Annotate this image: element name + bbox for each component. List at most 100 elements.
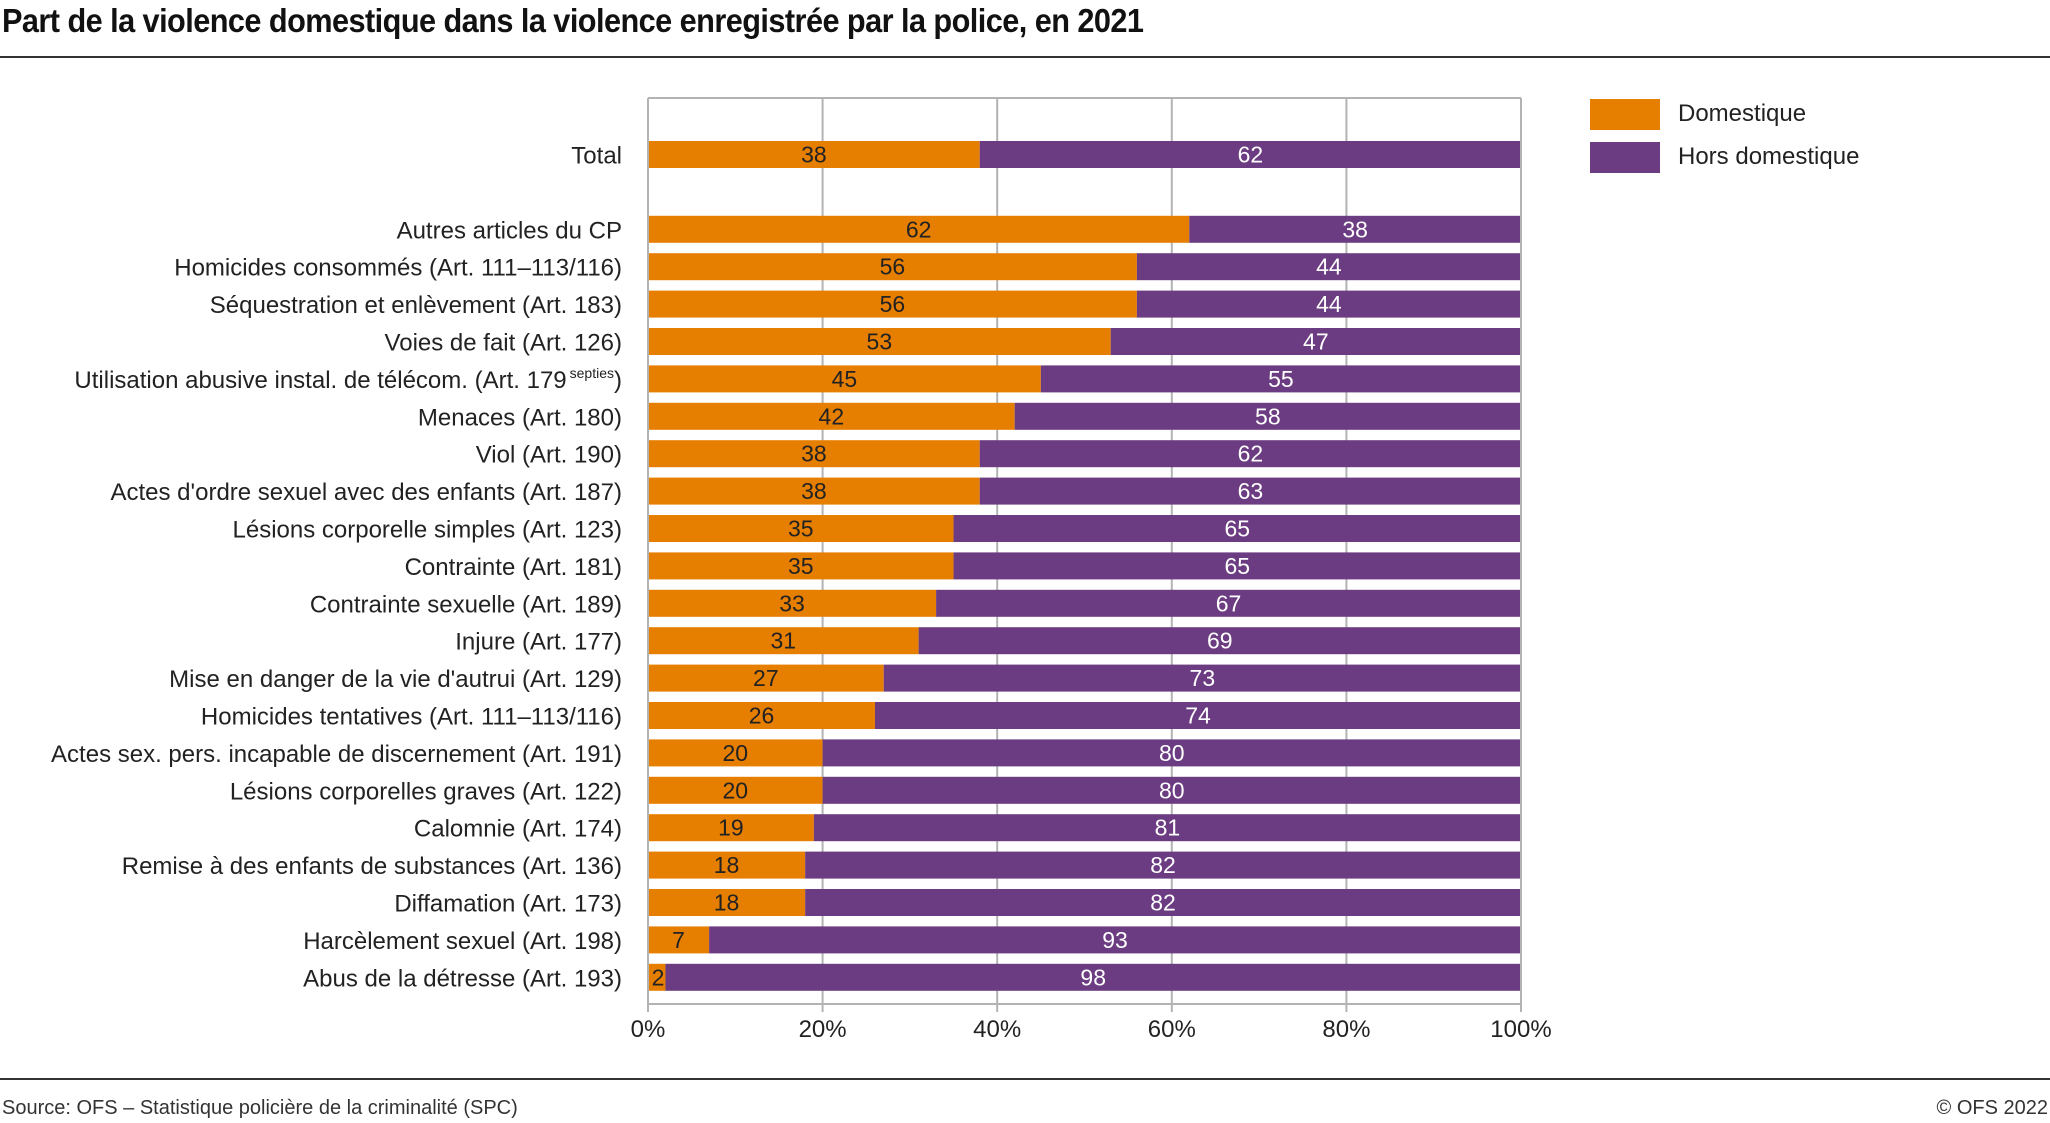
data-label-domestique: 26 xyxy=(749,703,775,729)
data-label-hors-domestique: 62 xyxy=(1238,441,1264,467)
bar-domestique xyxy=(648,589,937,617)
data-label-domestique: 35 xyxy=(788,553,814,579)
data-label-domestique: 20 xyxy=(723,740,749,766)
bar-hors-domestique xyxy=(874,702,1521,729)
category-label: Contrainte sexuelle (Art. 189) xyxy=(310,591,622,618)
data-label-domestique: 56 xyxy=(880,291,906,317)
bar-hors-domestique xyxy=(979,440,1521,468)
data-label-hors-domestique: 81 xyxy=(1155,815,1181,841)
data-label-hors-domestique: 65 xyxy=(1224,553,1250,579)
data-label-hors-domestique: 80 xyxy=(1159,740,1185,766)
data-label-hors-domestique: 98 xyxy=(1080,964,1106,990)
data-label-domestique: 18 xyxy=(714,890,740,916)
data-label-domestique: 45 xyxy=(832,366,858,392)
data-label-hors-domestique: 58 xyxy=(1255,403,1281,429)
category-label: Utilisation abusive instal. de télécom. … xyxy=(74,365,622,394)
copyright: © OFS 2022 xyxy=(1936,1097,2048,1119)
bar-domestique xyxy=(648,328,1111,355)
category-label: Actes sex. pers. incapable de discerneme… xyxy=(51,741,622,768)
bar-domestique xyxy=(648,776,823,804)
data-label-hors-domestique: 69 xyxy=(1207,628,1233,654)
data-label-domestique: 35 xyxy=(788,516,814,542)
data-label-hors-domestique: 44 xyxy=(1316,291,1342,317)
bar-hors-domestique xyxy=(883,664,1521,692)
bar-hors-domestique xyxy=(918,627,1521,655)
category-label: Homicides tentatives (Art. 111–113/116) xyxy=(201,704,622,731)
bar-domestique xyxy=(648,402,1015,430)
bar-domestique xyxy=(648,702,875,729)
x-tick-label: 100% xyxy=(1490,1016,1551,1043)
bar-hors-domestique xyxy=(953,515,1521,542)
data-label-domestique: 19 xyxy=(718,815,744,841)
category-label: Abus de la détresse (Art. 193) xyxy=(303,965,622,992)
category-label: Harcèlement sexuel (Art. 198) xyxy=(303,928,622,955)
bar-hors-domestique xyxy=(805,851,1521,879)
category-label: Séquestration et enlèvement (Art. 183) xyxy=(210,292,622,319)
bar-domestique xyxy=(648,814,814,842)
bar-hors-domestique xyxy=(1110,328,1521,355)
bar-domestique xyxy=(648,627,919,655)
x-tick-label: 60% xyxy=(1148,1016,1196,1043)
bar-domestique xyxy=(648,851,806,879)
bar-domestique xyxy=(648,739,823,767)
category-label: Total xyxy=(571,143,622,170)
data-label-domestique: 2 xyxy=(652,964,665,990)
data-label-domestique: 27 xyxy=(753,665,779,691)
category-label: Injure (Art. 177) xyxy=(455,629,622,656)
bar-domestique xyxy=(648,889,806,916)
data-label-hors-domestique: 93 xyxy=(1102,927,1128,953)
bar-hors-domestique xyxy=(813,814,1521,842)
category-label: Calomnie (Art. 174) xyxy=(414,816,622,843)
x-tick-labels: 0% 20% 40% 60% 80% 100% xyxy=(631,1016,1552,1043)
bar-hors-domestique xyxy=(979,141,1521,168)
data-label-hors-domestique: 82 xyxy=(1150,852,1176,878)
bar-hors-domestique xyxy=(709,926,1521,954)
x-tick-label: 0% xyxy=(631,1016,666,1043)
bar-domestique xyxy=(648,290,1137,318)
x-tick-label: 40% xyxy=(973,1016,1021,1043)
x-tick-label: 80% xyxy=(1322,1016,1370,1043)
bar-hors-domestique xyxy=(979,477,1521,505)
data-label-hors-domestique: 63 xyxy=(1238,478,1264,504)
bar-domestique xyxy=(648,664,884,692)
data-label-domestique: 56 xyxy=(880,254,906,280)
category-label: Contrainte (Art. 181) xyxy=(405,554,622,581)
data-label-domestique: 38 xyxy=(801,478,827,504)
bar-domestique xyxy=(648,477,980,505)
category-label: Remise à des enfants de substances (Art.… xyxy=(122,853,622,880)
category-label: Autres articles du CP xyxy=(397,217,622,244)
bar-hors-domestique xyxy=(665,963,1521,991)
data-label-hors-domestique: 65 xyxy=(1224,516,1250,542)
category-label: Viol (Art. 190) xyxy=(476,442,622,469)
footer-divider xyxy=(0,1078,2050,1080)
category-label: Actes d'ordre sexuel avec des enfants (A… xyxy=(110,479,622,506)
data-label-hors-domestique: 38 xyxy=(1342,216,1368,242)
category-label: Lésions corporelles graves (Art. 122) xyxy=(230,778,622,805)
data-label-hors-domestique: 74 xyxy=(1185,703,1211,729)
category-label: Voies de fait (Art. 126) xyxy=(385,330,622,357)
bar-hors-domestique xyxy=(1136,290,1521,318)
data-label-domestique: 20 xyxy=(723,777,749,803)
chart-title: Part de la violence domestique dans la v… xyxy=(2,2,1144,39)
bar-hors-domestique xyxy=(1189,215,1521,243)
category-label: Homicides consommés (Art. 111–113/116) xyxy=(174,255,622,282)
category-label: Diffamation (Art. 173) xyxy=(394,891,622,918)
bar-domestique xyxy=(648,215,1190,243)
data-label-hors-domestique: 67 xyxy=(1216,590,1242,616)
data-label-domestique: 7 xyxy=(672,927,685,953)
source-note: Source: OFS – Statistique policière de l… xyxy=(2,1097,518,1119)
legend-label-domestique: Domestique xyxy=(1678,100,1807,127)
bar-hors-domestique xyxy=(805,889,1521,916)
data-label-hors-domestique: 82 xyxy=(1150,890,1176,916)
bar-hors-domestique xyxy=(936,589,1521,617)
legend-label-hors-domestique: Hors domestique xyxy=(1678,143,1860,170)
bar-hors-domestique xyxy=(1136,253,1521,281)
bar-domestique xyxy=(648,926,710,954)
category-labels: Total Autres articles du CP Homicides cons… xyxy=(51,143,622,993)
bar-domestique xyxy=(648,253,1137,281)
legend-swatch-domestique xyxy=(1590,99,1660,130)
data-label-domestique: 18 xyxy=(714,852,740,878)
bar-hors-domestique xyxy=(822,739,1521,767)
bar-hors-domestique xyxy=(953,552,1521,580)
